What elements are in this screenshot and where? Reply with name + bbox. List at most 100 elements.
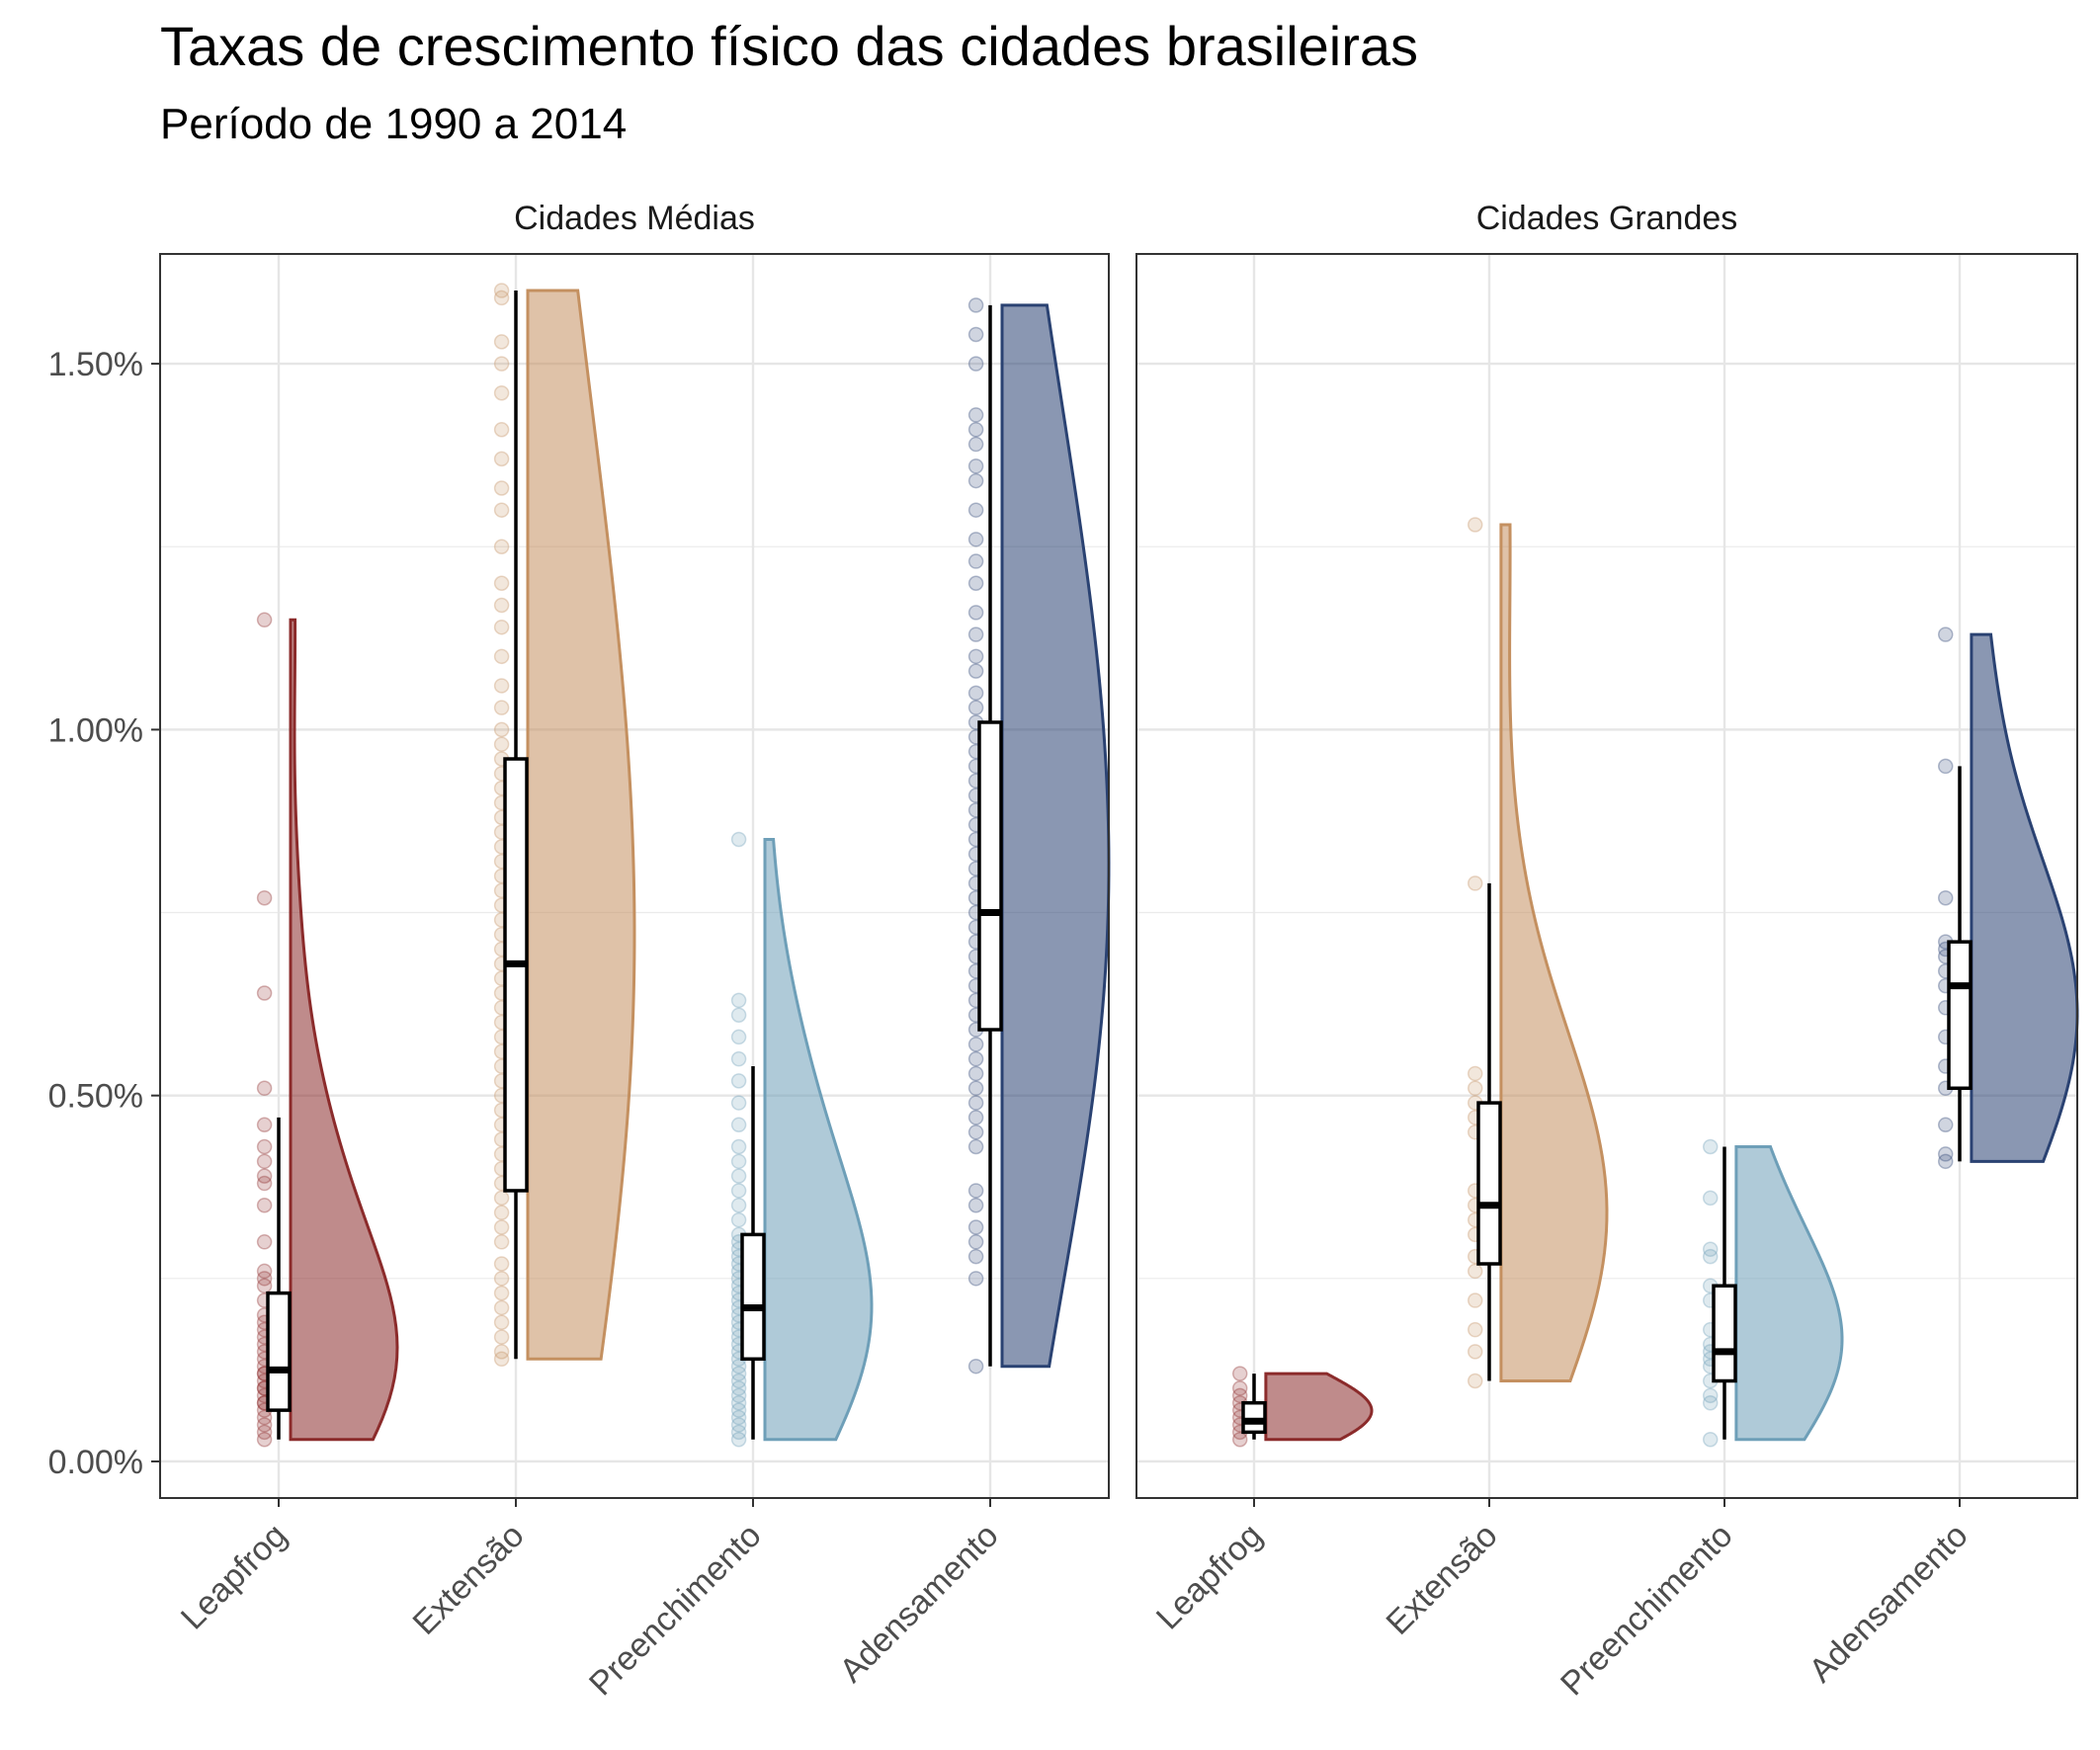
data-point [730, 831, 747, 848]
box-cidades-grandes-extensao [1476, 1101, 1502, 1266]
data-point [730, 1424, 747, 1441]
data-point [967, 502, 984, 518]
box-cidades-grandes-preenchimento [1712, 1284, 1737, 1383]
data-point [1467, 1065, 1483, 1082]
data-point [730, 1402, 747, 1418]
data-point [967, 1183, 984, 1199]
y-tick-label: 1.50% [48, 346, 143, 383]
data-point [1937, 758, 1954, 775]
data-point [493, 539, 510, 554]
data-point [256, 1409, 273, 1426]
series-cidades-medias-leapfrog [256, 612, 399, 1448]
data-point [493, 1271, 510, 1287]
data-point [967, 1037, 984, 1052]
y-axis: 0.00% 0.50% 1.00% 1.50% [48, 346, 160, 1481]
data-point [493, 1285, 510, 1301]
data-point [256, 1080, 273, 1097]
data-point [493, 678, 510, 694]
data-point [493, 334, 510, 350]
data-point [1702, 1387, 1719, 1404]
series-cidades-grandes-preenchimento [1702, 1138, 1844, 1448]
series-cidades-grandes-adensamento [1937, 626, 2079, 1170]
data-point [730, 1198, 747, 1213]
data-point [967, 1065, 984, 1082]
data-point [256, 1263, 273, 1280]
data-point [1937, 889, 1954, 906]
data-point [967, 407, 984, 423]
data-point [967, 648, 984, 665]
data-point [493, 451, 510, 467]
data-point [493, 421, 510, 438]
data-point [1937, 1153, 1954, 1170]
x-tick-label-leapfrog: Leapfrog [1149, 1517, 1270, 1637]
data-point [730, 1029, 747, 1045]
data-point [730, 1095, 747, 1111]
series-cidades-medias-adensamento [967, 297, 1111, 1375]
data-point [730, 1138, 747, 1155]
x-tick-label-preenchimento: Preenchimento [1554, 1517, 1740, 1704]
series-cidades-medias-extensao [493, 283, 636, 1368]
data-point [493, 1190, 510, 1207]
data-point [730, 1153, 747, 1170]
data-point [1231, 1380, 1248, 1396]
data-point [967, 685, 984, 702]
data-point [256, 1153, 273, 1170]
data-point [730, 1050, 747, 1067]
data-point [1231, 1432, 1248, 1448]
data-point [493, 356, 510, 372]
data-point [256, 1278, 273, 1293]
panel-cidades-grandes: Leapfrog Extensão Preenchimento Adensamento [1135, 253, 2079, 1704]
data-point [493, 619, 510, 635]
violin-cidades-medias-preenchimento [763, 837, 874, 1442]
data-point [730, 1168, 747, 1184]
data-point [967, 297, 984, 313]
data-point [256, 1175, 273, 1192]
data-point [1702, 1190, 1719, 1207]
data-point [730, 1373, 747, 1389]
data-point [730, 1387, 747, 1404]
data-point [493, 575, 510, 592]
data-point [730, 992, 747, 1009]
x-tick-label-extensao: Extensão [1380, 1517, 1505, 1642]
box-cidades-medias-extensao [503, 757, 529, 1193]
y-tick-label: 0.00% [48, 1444, 143, 1481]
data-point [967, 1095, 984, 1111]
data-point [256, 1138, 273, 1155]
data-point [1702, 1138, 1719, 1155]
violin-cidades-grandes-extensao [1499, 523, 1609, 1383]
data-point [967, 1358, 984, 1375]
data-point [493, 1205, 510, 1220]
data-point [730, 1211, 747, 1228]
data-point [493, 283, 510, 298]
panel-title-grandes: Cidades Grandes [1476, 200, 1738, 237]
panels-layer: Leapfrog Extensão Preenchimento Adensamento… [159, 253, 2079, 1704]
data-point [730, 1358, 747, 1375]
data-point [1937, 1117, 1954, 1133]
data-point [730, 1117, 747, 1133]
data-point [967, 1198, 984, 1213]
box-cidades-medias-adensamento [977, 720, 1003, 1032]
y-tick-label: 0.50% [48, 1078, 143, 1116]
violin-cidades-grandes-adensamento [1970, 632, 2079, 1163]
data-point [967, 532, 984, 547]
chart-title: Taxas de crescimento físico das cidades … [160, 15, 1418, 77]
x-tick-label-adensamento: Adensamento [1802, 1517, 1974, 1690]
series-cidades-grandes-leapfrog [1231, 1366, 1374, 1448]
violin-cidades-medias-adensamento [1000, 303, 1111, 1369]
data-point [1467, 1292, 1483, 1308]
data-point [493, 290, 510, 306]
data-point [1702, 1248, 1719, 1265]
data-point [256, 985, 273, 1001]
data-point [730, 1394, 747, 1411]
data-point [493, 1329, 510, 1345]
data-point [256, 1198, 273, 1213]
panel-cidades-medias: Leapfrog Extensão Preenchimento Adensamento [159, 253, 1111, 1703]
data-point [493, 1299, 510, 1316]
data-point [1467, 1344, 1483, 1360]
box-cidades-medias-leapfrog [266, 1291, 292, 1412]
data-point [1937, 626, 1954, 642]
data-point [493, 721, 510, 738]
data-point [967, 605, 984, 621]
data-point [967, 356, 984, 372]
